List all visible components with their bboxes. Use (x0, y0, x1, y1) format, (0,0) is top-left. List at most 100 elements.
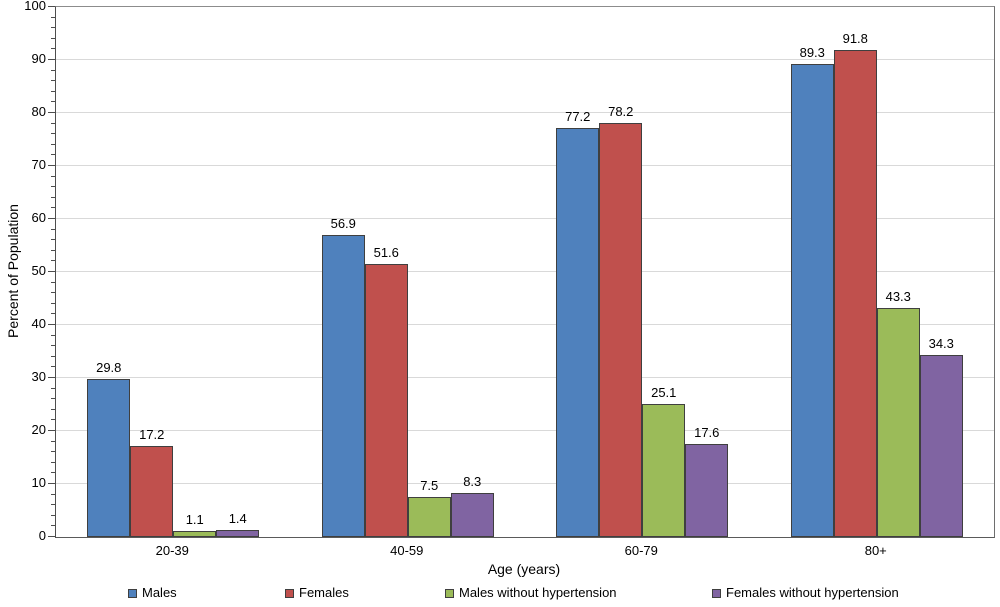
legend-label-females: Females (299, 585, 349, 600)
bar-females-without-hypertension-20-39 (216, 529, 260, 537)
bar-value-label-males-60-79: 77.2 (565, 108, 591, 124)
gridline-y-60 (56, 218, 994, 219)
legend-item-females-without-hypertension: Females without hypertension (712, 584, 899, 602)
bar-females-40-59 (364, 263, 408, 537)
y-minor-tick-12 (51, 472, 55, 474)
y-major-tick-80 (48, 112, 55, 113)
gridline-y-10 (56, 483, 994, 484)
legend-label-males: Males (142, 585, 177, 600)
bar-males-80 (790, 63, 834, 537)
y-major-tick-50 (48, 271, 55, 272)
y-minor-tick-64 (51, 196, 55, 198)
bar-value-label-males-without-hypertension-60-79: 25.1 (651, 384, 677, 400)
legend-swatch-males-without-hypertension (445, 588, 454, 598)
plot-area: 29.8 17.2 1.1 1.4 56.9 51.6 7.5 8.3 77.2 78.2 25.1… (55, 6, 995, 538)
y-minor-tick-18 (51, 440, 55, 442)
y-minor-tick-84 (51, 90, 55, 92)
y-minor-tick-44 (51, 302, 55, 304)
y-minor-tick-52 (51, 260, 55, 262)
x-tick-label-60-79: 60-79 (624, 543, 658, 558)
legend-swatch-males (128, 588, 137, 598)
y-minor-tick-34 (51, 355, 55, 357)
y-tick-label-0: 0 (38, 528, 46, 543)
y-minor-tick-26 (51, 398, 55, 400)
y-minor-tick-54 (51, 249, 55, 251)
bar-males-20-39 (87, 379, 131, 537)
bar-value-label-females-20-39: 17.2 (139, 426, 165, 442)
legend-item-males-without-hypertension: Males without hypertension (445, 584, 617, 602)
bar-value-label-females-without-hypertension-20-39: 1.4 (228, 510, 247, 526)
y-tick-label-30: 30 (31, 369, 46, 384)
y-minor-tick-6 (51, 504, 55, 506)
y-minor-tick-74 (51, 143, 55, 145)
y-major-tick-60 (48, 218, 55, 219)
bar-males-without-hypertension-20-39 (173, 531, 217, 537)
y-minor-tick-72 (51, 154, 55, 156)
y-tick-label-80: 80 (31, 104, 46, 119)
bar-value-label-males-20-39: 29.8 (96, 360, 122, 376)
y-tick-label-70: 70 (31, 157, 46, 172)
x-tick-label-80: 80+ (864, 543, 887, 558)
gridline-y-20 (56, 430, 994, 431)
y-major-tick-40 (48, 324, 55, 325)
y-minor-tick-32 (51, 366, 55, 368)
y-minor-tick-42 (51, 313, 55, 315)
y-minor-tick-16 (51, 451, 55, 453)
bar-males-40-59 (321, 235, 365, 537)
legend-label-males-without-hypertension: Males without hypertension (459, 585, 617, 600)
gridline-y-30 (56, 377, 994, 378)
y-minor-tick-14 (51, 461, 55, 463)
y-minor-tick-4 (51, 514, 55, 516)
y-major-tick-90 (48, 59, 55, 60)
y-minor-tick-22 (51, 419, 55, 421)
y-tick-label-40: 40 (31, 316, 46, 331)
legend-item-females: Females (285, 584, 349, 602)
gridline-y-90 (56, 59, 994, 60)
y-minor-tick-96 (51, 27, 55, 29)
y-minor-tick-98 (51, 16, 55, 18)
y-minor-tick-58 (51, 228, 55, 230)
bar-value-label-males-without-hypertension-80: 43.3 (885, 288, 911, 304)
legend-swatch-females (285, 588, 294, 598)
y-minor-tick-48 (51, 281, 55, 283)
y-minor-tick-76 (51, 133, 55, 135)
bar-females-without-hypertension-80 (919, 355, 963, 537)
bar-value-label-males-80: 89.3 (799, 44, 825, 60)
gridline-y-70 (56, 165, 994, 166)
bar-females-80 (833, 50, 877, 537)
gridline-y-50 (56, 271, 994, 272)
y-tick-label-50: 50 (31, 263, 46, 278)
y-major-tick-30 (48, 377, 55, 378)
bar-females-without-hypertension-60-79 (685, 443, 729, 537)
y-minor-tick-94 (51, 37, 55, 39)
bar-value-label-females-without-hypertension-40-59: 8.3 (463, 474, 482, 490)
y-minor-tick-38 (51, 334, 55, 336)
y-major-tick-100 (48, 6, 55, 7)
y-minor-tick-86 (51, 80, 55, 82)
bar-females-without-hypertension-40-59 (450, 493, 494, 537)
bar-value-label-females-40-59: 51.6 (373, 244, 399, 260)
bar-value-label-males-40-59: 56.9 (330, 216, 356, 232)
bar-value-label-females-80: 91.8 (842, 31, 868, 47)
y-tick-label-10: 10 (31, 475, 46, 490)
legend: Males Females Males without hypertension Fe… (0, 584, 1000, 602)
bar-males-without-hypertension-60-79 (642, 403, 686, 537)
y-minor-tick-66 (51, 186, 55, 188)
bar-value-label-males-without-hypertension-40-59: 7.5 (420, 478, 439, 494)
y-minor-tick-36 (51, 345, 55, 347)
y-minor-tick-2 (51, 525, 55, 527)
y-major-tick-70 (48, 165, 55, 166)
y-minor-tick-28 (51, 387, 55, 389)
bar-value-label-females-without-hypertension-60-79: 17.6 (694, 424, 720, 440)
y-tick-label-100: 100 (24, 0, 46, 13)
bar-males-without-hypertension-40-59 (407, 497, 451, 537)
x-axis-title: Age (years) (487, 561, 561, 577)
gridline-y-80 (56, 112, 994, 113)
y-minor-tick-24 (51, 408, 55, 410)
bar-females-60-79 (599, 122, 643, 537)
y-major-tick-0 (48, 536, 55, 537)
bar-value-label-females-60-79: 78.2 (608, 103, 634, 119)
legend-item-males: Males (128, 584, 177, 602)
y-minor-tick-56 (51, 239, 55, 241)
